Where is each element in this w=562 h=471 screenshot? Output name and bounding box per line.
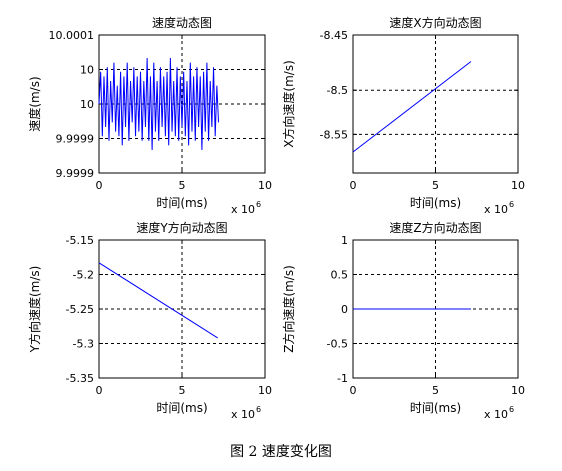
y-tick-label: -5.2 (73, 269, 94, 282)
x-tick-label: 5 (432, 384, 439, 397)
y-tick-label: -5.25 (66, 303, 94, 316)
y-tick-label: 0.5 (331, 269, 349, 282)
figure-caption: 图 2 速度变化图 (230, 444, 332, 460)
y-axis-label: Z方向速度(m/s) (281, 265, 296, 353)
y-axis-label: Y方向速度(m/s) (27, 266, 42, 354)
y-tick-label: -8.5 (327, 84, 348, 97)
x-exponent-power: 6 (256, 405, 261, 414)
x-exponent-label: x 10 (484, 408, 508, 421)
y-tick-label: 9.9999 (56, 167, 95, 180)
x-exponent-label: x 10 (231, 203, 255, 216)
y-axis-label: X方向速度(m/s) (281, 60, 296, 148)
y-tick-label: -8.55 (320, 128, 348, 141)
x-exponent-power: 6 (256, 200, 261, 209)
data-line (98, 262, 218, 339)
y-tick-label: 10 (80, 98, 94, 111)
x-tick-label: 0 (96, 179, 103, 192)
y-tick-label: -8.45 (320, 29, 348, 42)
x-axis-label: 时间(ms) (156, 401, 207, 415)
x-exponent-label: x 10 (484, 203, 508, 216)
x-axis-label: 时间(ms) (410, 196, 461, 210)
x-axis-label: 时间(ms) (410, 401, 461, 415)
x-tick-label: 5 (179, 179, 186, 192)
subplot-3: -5.15 -5.2 -5.25 -5.3 -5.350 5 10 速度Y方向动态图时间(ms… (27, 220, 272, 421)
data-line (352, 61, 472, 153)
x-tick-label: 10 (511, 179, 525, 192)
x-tick-label: 5 (432, 179, 439, 192)
x-tick-label: 0 (350, 384, 357, 397)
x-tick-label: 10 (511, 384, 525, 397)
subplot-title: 速度动态图 (152, 15, 212, 30)
x-exponent-power: 6 (509, 405, 514, 414)
y-tick-label: -5.3 (73, 338, 94, 351)
x-tick-label: 0 (350, 179, 357, 192)
y-tick-label: 1 (341, 234, 348, 247)
x-exponent-power: 6 (509, 200, 514, 209)
subplot-title: 速度Y方向动态图 (136, 220, 227, 235)
subplot-title: 速度X方向动态图 (389, 15, 481, 30)
y-axis-label: 速度(m/s) (27, 76, 42, 131)
subplot-title: 速度Z方向动态图 (389, 220, 481, 235)
x-tick-label: 5 (179, 384, 186, 397)
y-tick-label: 9.9999 (56, 133, 95, 146)
y-tick-label: -1 (337, 372, 348, 385)
x-tick-label: 10 (258, 179, 272, 192)
x-axis-label: 时间(ms) (156, 196, 207, 210)
y-tick-label: -0.5 (327, 338, 348, 351)
y-tick-label: -5.15 (66, 234, 94, 247)
y-tick-label: -5.35 (66, 372, 94, 385)
y-tick-label: 10.0001 (49, 29, 95, 42)
x-tick-label: 10 (258, 384, 272, 397)
y-tick-label: 10 (80, 64, 94, 77)
y-tick-label: 0 (341, 303, 348, 316)
data-line (98, 57, 220, 151)
x-exponent-label: x 10 (231, 408, 255, 421)
x-tick-label: 0 (96, 384, 103, 397)
